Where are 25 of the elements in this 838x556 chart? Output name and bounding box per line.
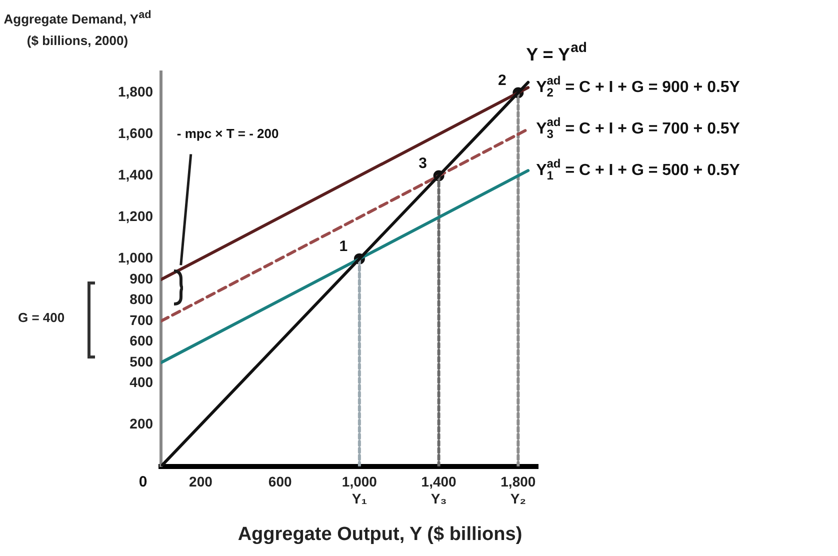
text: G = 400 [18, 310, 65, 325]
text: Aggregate Demand, Y$^{ad}$ ($ billions, 2000) [4, 9, 152, 48]
y-tick-label: 800 [130, 291, 154, 308]
y-tick-label: 1,200 [118, 208, 154, 224]
y-tick-label: 400 [130, 374, 154, 390]
x-axis-title: Aggregate Output, Y ($ billions) [236, 524, 524, 546]
y-tick-label: 1,800 [118, 84, 154, 100]
y-tick-label: 200 [130, 416, 154, 432]
y-tick-label: 1,400 [118, 166, 154, 183]
x-tick-label: 1,000 Y₁ [342, 474, 378, 506]
annotation: 3 [418, 154, 427, 172]
y-tick-label: 500 [130, 353, 154, 370]
annotation: - mpc × T = - 200 [176, 126, 279, 141]
x-tick-label: 1,800 Y₂ [500, 474, 536, 506]
annotation: 1 [339, 238, 348, 255]
y-tick-label: 600 [130, 332, 154, 349]
y-tick-label: 1,000 [118, 250, 154, 266]
y-tick-label: 1,600 [118, 125, 154, 142]
x-tick-label: 200 [189, 474, 213, 490]
x-tick-label: 1,400 Y₃ [421, 474, 457, 506]
annotation: 2 [498, 72, 506, 89]
y-tick-label: 900 [130, 270, 154, 286]
annotation: 0 [138, 474, 148, 491]
x-tick-label: 600 [268, 474, 292, 490]
y-tick-label: 700 [130, 312, 154, 328]
